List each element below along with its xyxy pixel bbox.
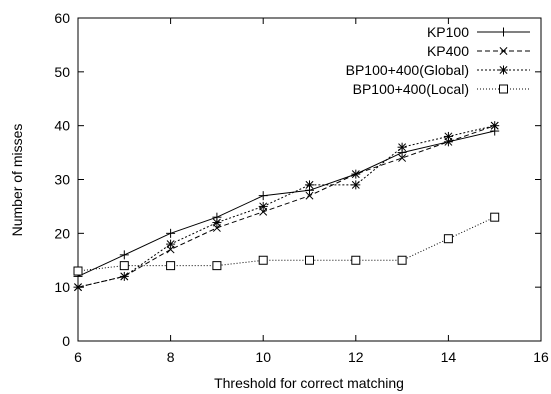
- data-point: [351, 180, 361, 190]
- x-tick-label: 10: [255, 349, 271, 365]
- series-line: [77, 125, 495, 288]
- x-tick-label: 14: [441, 349, 457, 365]
- data-point: [351, 255, 361, 265]
- legend-item: BP100+400(Local): [353, 81, 530, 97]
- data-point: [119, 271, 129, 281]
- data-point: [490, 121, 500, 131]
- y-axis-title: Number of misses: [9, 124, 25, 237]
- axis-ticks: [77, 17, 542, 342]
- series-line: [77, 130, 495, 277]
- legend-item: KP400: [427, 43, 530, 59]
- data-point: [499, 27, 508, 37]
- data-point: [119, 261, 129, 271]
- y-tick-label: 10: [54, 279, 70, 295]
- series-layer: [73, 121, 500, 292]
- y-tick-label: 60: [54, 10, 70, 26]
- data-point: [305, 191, 314, 200]
- legend-item: KP100: [427, 24, 530, 40]
- data-point: [258, 255, 268, 265]
- axis-tick-labels: 6 8 10 12 14 16 0 10 20 30 40 50 60: [54, 10, 549, 365]
- series-3: [73, 121, 500, 292]
- data-point: [499, 84, 508, 94]
- data-point: [305, 180, 314, 190]
- legend-item: BP100+400(Global): [346, 62, 530, 78]
- data-point: [443, 234, 453, 244]
- data-point: [166, 228, 176, 238]
- data-point: [397, 255, 407, 265]
- y-tick-label: 0: [62, 333, 70, 349]
- x-tick-label: 6: [74, 349, 82, 365]
- x-axis-title: Threshold for correct matching: [214, 375, 404, 391]
- data-point: [499, 65, 508, 75]
- data-point: [212, 261, 222, 271]
- data-point: [166, 261, 176, 271]
- plot-area-frame: [77, 17, 542, 342]
- y-tick-label: 20: [54, 225, 70, 241]
- data-point: [212, 218, 222, 228]
- x-tick-label: 8: [167, 349, 175, 365]
- data-point: [443, 131, 453, 141]
- series-4: [73, 212, 500, 276]
- series-1: [73, 126, 500, 281]
- y-tick-label: 50: [54, 64, 70, 80]
- legend-label: BP100+400(Global): [346, 62, 469, 78]
- legend: KP100 KP400 BP100+400(Global) BP100+400(Loc…: [346, 24, 530, 97]
- data-point: [119, 250, 129, 260]
- series-line: [77, 125, 495, 288]
- legend-label: KP100: [427, 24, 469, 40]
- data-point: [73, 282, 83, 292]
- data-point: [166, 239, 176, 249]
- legend-label: BP100+400(Local): [353, 81, 469, 97]
- y-tick-label: 40: [54, 118, 70, 134]
- legend-label: KP400: [427, 43, 469, 59]
- data-point: [398, 154, 407, 162]
- x-tick-label: 16: [533, 349, 549, 365]
- x-tick-label: 12: [348, 349, 364, 365]
- data-point: [258, 191, 268, 201]
- data-point: [305, 255, 314, 265]
- data-point: [490, 212, 500, 222]
- data-point: [73, 266, 83, 276]
- data-point: [351, 170, 360, 179]
- data-point: [397, 142, 407, 152]
- series-line: [77, 216, 495, 272]
- data-point: [499, 47, 508, 55]
- y-tick-label: 30: [54, 172, 70, 188]
- data-point: [258, 201, 268, 211]
